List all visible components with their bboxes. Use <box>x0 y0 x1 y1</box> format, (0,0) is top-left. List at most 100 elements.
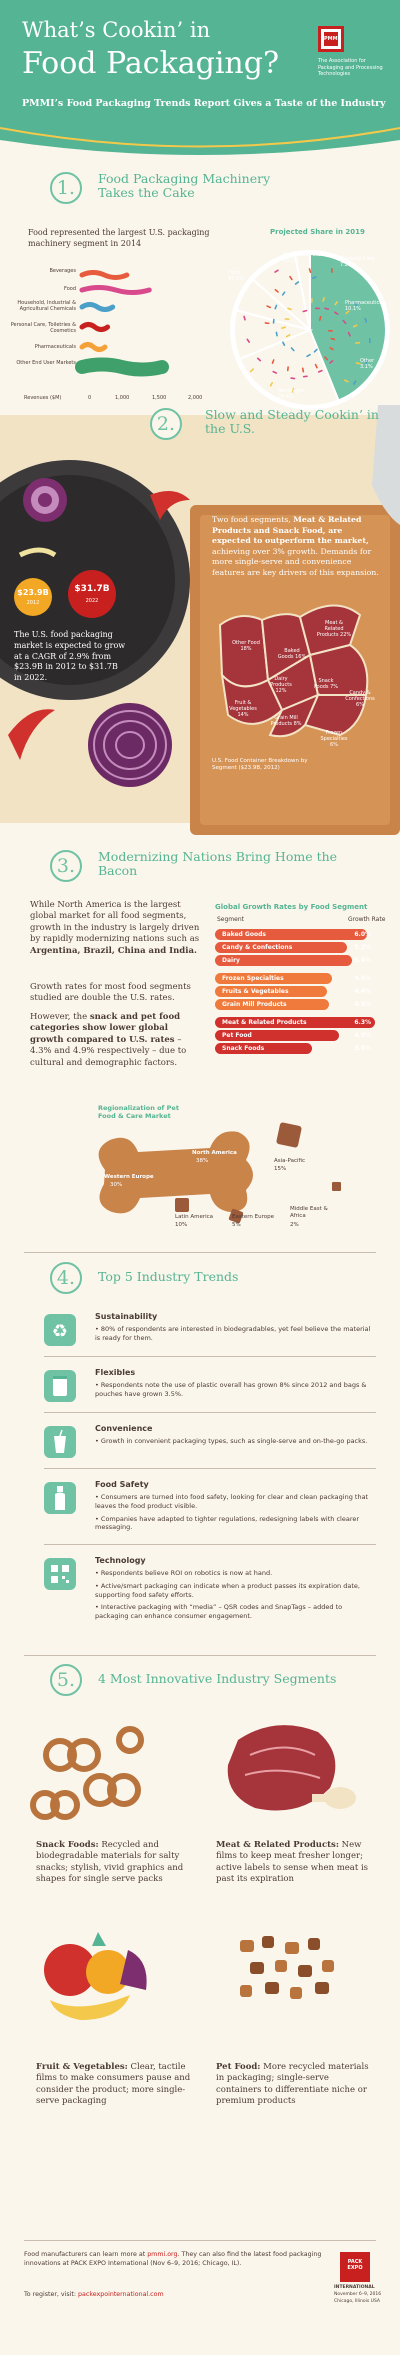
section2-illustration <box>0 405 400 835</box>
sprinkle <box>329 360 334 364</box>
section4-number: 4. <box>50 1262 82 1294</box>
packexpo-link[interactable]: packexpointernational.com <box>78 2291 164 2298</box>
meat-cut-7 <box>268 693 320 738</box>
region-na-name: North America <box>192 1150 237 1156</box>
sprinkle <box>314 363 318 369</box>
sprinkle <box>368 338 371 343</box>
sprinkle <box>266 305 272 309</box>
trend-technology: Technology • Respondents believe ROI on … <box>95 1556 360 1621</box>
section2-body: Two food segments, Meat & Related Produc… <box>212 515 379 577</box>
section3-para2: Growth rates for most food segments stud… <box>30 982 191 1004</box>
chart1-cat-1: Food <box>64 286 76 292</box>
pie-label-food: Food 43.0% <box>228 270 244 282</box>
growth-bar <box>215 942 348 953</box>
pmmi-link[interactable]: pmmi.org <box>147 2251 178 2258</box>
growth-rate-value: 4.4% <box>354 988 371 995</box>
region-ee-value: 5% <box>232 1222 241 1228</box>
pie-label-other: Other 3.1% <box>360 358 375 370</box>
sprinkle <box>271 359 275 364</box>
sprinkle <box>246 338 250 343</box>
pack-expo-city: Chicago, Illinois USA <box>334 2299 380 2304</box>
projected-share-pie <box>230 250 390 410</box>
region-la-name: Latin America <box>175 1214 214 1220</box>
sprinkle <box>285 334 291 338</box>
growth-row: Dairy 5.4% <box>215 955 375 966</box>
sprinkle <box>272 318 275 324</box>
pie-label-pharma: Pharmaceuticals 10.1% <box>345 300 387 312</box>
growth-segment-name: Pet Food <box>222 1032 252 1039</box>
sprinkle <box>272 370 278 374</box>
growth-bar <box>215 999 330 1010</box>
region-na-value: 38% <box>196 1158 209 1164</box>
chart1-cat-2: Household, Industrial & Agricultural Che… <box>17 300 76 312</box>
sprinkle <box>313 348 318 353</box>
fruit-label: Fruit & Vegetables 14% <box>229 700 257 718</box>
sprinkle <box>274 288 279 293</box>
sprinkle <box>334 301 338 306</box>
chart1-cat-4: Pharmaceuticals <box>34 344 76 350</box>
region-mea-name: Middle East & Africa <box>290 1206 328 1220</box>
trend-flexibles: Flexibles • Respondents note the use of … <box>95 1368 367 1398</box>
bar-2 <box>79 302 116 312</box>
sprinkle <box>281 291 286 296</box>
pack-expo-sub: INTERNATIONAL <box>334 2285 375 2290</box>
growth-head-segment: Segment <box>217 916 244 923</box>
coin-2012-value: $23.9B <box>17 588 49 597</box>
chart1-xtick-1: 1,000 <box>115 395 130 401</box>
divider-s4 <box>24 1252 376 1253</box>
page-title-line1: What’s Cookin’ in <box>22 18 211 42</box>
region-ap-value: 15% <box>274 1166 287 1172</box>
baked-label: Baked Goods 16% <box>277 648 307 660</box>
region-ap-name: Asia-Pacific <box>274 1158 305 1164</box>
coin-2022 <box>68 570 116 618</box>
growth-segment-name: Fruits & Vegetables <box>222 988 289 995</box>
pet-food-map <box>98 1122 341 1224</box>
dairy-label: Dairy Products 12% <box>270 676 292 694</box>
pmmi-logo-text: The Association for Packaging and Proces… <box>318 58 383 77</box>
segment-pet-food: Pet Food: More recycled materials in pac… <box>216 2062 369 2107</box>
region-la-value: 10% <box>175 1222 188 1228</box>
sprinkle <box>274 269 279 273</box>
pouch-icon <box>44 1370 76 1402</box>
bar-1 <box>79 285 152 295</box>
growth-bar <box>215 1017 375 1028</box>
frozen-label: Frozen Specialties 6% <box>320 730 348 748</box>
sprinkle <box>301 367 305 373</box>
pie-label-beverages: Beverages 24.4% <box>278 388 305 400</box>
chart1-xtick-2: 1,500 <box>152 395 167 401</box>
growth-rate-value: 6.0% <box>354 931 371 938</box>
growth-rate-value: 4.9% <box>354 1032 371 1039</box>
section1-body: Food represented the largest U.S. packag… <box>28 228 210 248</box>
sprinkle <box>365 359 368 365</box>
sprinkle <box>310 298 313 304</box>
meat-cut-6 <box>303 694 368 737</box>
section1-title: Food Packaging Machinery Takes the Cake <box>98 171 271 201</box>
sprinkle <box>355 362 361 365</box>
recycle-icon: ♻ <box>44 1314 76 1346</box>
sprinkle <box>343 379 349 383</box>
sprinkle <box>290 347 295 352</box>
sprinkle <box>243 315 246 321</box>
growth-row: Pet Food 4.9% <box>215 1030 375 1041</box>
section2-number: 2. <box>150 408 182 440</box>
sprinkle <box>347 331 351 337</box>
growth-bar <box>215 1043 312 1054</box>
section3-number: 3. <box>50 850 82 882</box>
sprinkle <box>308 268 312 274</box>
sprinkle <box>264 322 270 325</box>
footer-divider <box>24 2240 376 2241</box>
sprinkle <box>287 307 292 311</box>
growth-head-rate: Growth Rate <box>348 916 386 923</box>
trend-food-safety: Food Safety • Consumers are turned into … <box>95 1480 369 1532</box>
sprinkle <box>314 307 320 310</box>
region-we-value: 30% <box>110 1182 123 1188</box>
sprinkle <box>355 341 361 344</box>
sprinkle <box>324 356 329 361</box>
growth-rate-value: 6.3% <box>354 1019 371 1026</box>
chart1-x-label: Revenues ($M) <box>24 395 62 401</box>
chart1-xtick-3: 2,000 <box>188 395 203 401</box>
other-food-label: Other Food 18% <box>232 640 260 652</box>
bar-5 <box>75 357 169 377</box>
board-caption: U.S. Food Container Breakdown by Segment… <box>212 758 308 772</box>
sprinkle <box>330 337 336 341</box>
